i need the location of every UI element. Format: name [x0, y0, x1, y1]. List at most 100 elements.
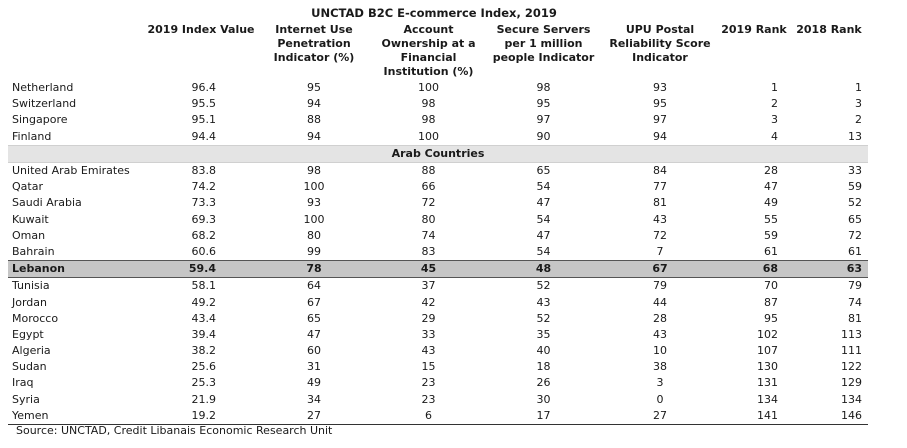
- cell-rank-2018: 74: [848, 295, 862, 309]
- header-account-ownership: Account Ownership at a Financial Institu…: [381, 23, 476, 78]
- cell-postal-reliability: 95: [653, 97, 667, 111]
- cell-index-value: 73.3: [191, 196, 217, 210]
- cell-rank-2019: 130: [757, 360, 778, 374]
- cell-index-value: 19.2: [146, 407, 256, 425]
- cell-index-value: 59.4: [146, 260, 256, 279]
- cell-country: Tunisia: [12, 279, 50, 293]
- cell-account-ownership: 42: [421, 295, 436, 309]
- cell-rank-2019: 28: [764, 164, 778, 178]
- cell-account-ownership: 83: [421, 244, 436, 258]
- cell-internet-use: 67: [307, 295, 321, 309]
- cell-country: Iraq: [12, 376, 34, 390]
- cell-account-ownership: 100: [418, 129, 439, 143]
- cell-secure-servers: 17: [485, 407, 602, 425]
- cell-internet-use: 88: [307, 113, 321, 127]
- cell-rank-2018: 122: [841, 360, 862, 374]
- cell-postal-reliability: 43: [653, 327, 667, 341]
- header-secure-servers: Secure Servers per 1 million people Indi…: [492, 23, 595, 64]
- cell-account-ownership: 33: [421, 327, 436, 341]
- cell-secure-servers: 54: [536, 180, 551, 194]
- cell-secure-servers: 26: [536, 376, 551, 390]
- cell-postal-reliability: 43: [653, 212, 667, 226]
- section-row: Arab Countries: [8, 144, 868, 163]
- cell-rank-2019: 95: [764, 311, 778, 325]
- table-row: Qatar 74.2 100 66 54 77 47 59: [8, 179, 868, 195]
- table-row: Switzerland 95.5 94 98 95 95 2 3: [8, 96, 868, 112]
- cell-postal-reliability: 97: [653, 113, 667, 127]
- cell-index-value: 43.4: [191, 311, 217, 325]
- cell-postal-reliability: 28: [653, 311, 667, 325]
- cell-rank-2018: 33: [848, 164, 862, 178]
- cell-country: Oman: [12, 228, 46, 242]
- cell-internet-use: 94: [307, 129, 321, 143]
- cell-country: Syria: [12, 392, 40, 406]
- section-label: Arab Countries: [8, 144, 868, 163]
- cell-secure-servers: 30: [536, 392, 551, 406]
- cell-rank-2019: 87: [764, 295, 778, 309]
- cell-index-value: 39.4: [191, 327, 217, 341]
- cell-index-value: 69.3: [191, 212, 217, 226]
- cell-rank-2018: 59: [848, 180, 862, 194]
- cell-index-value: 60.6: [191, 244, 217, 258]
- header-internet-use: Internet Use Penetration Indicator (%): [273, 23, 355, 64]
- cell-secure-servers: 54: [536, 212, 551, 226]
- cell-postal-reliability: 94: [653, 129, 667, 143]
- cell-rank-2019: 2: [771, 97, 778, 111]
- cell-index-value: 96.4: [191, 81, 217, 95]
- cell-account-ownership: 15: [421, 360, 436, 374]
- cell-rank-2018: 111: [841, 344, 862, 358]
- table-row: Egypt 39.4 47 33 35 43 102 113: [8, 327, 868, 343]
- cell-index-value: 95.5: [191, 97, 217, 111]
- cell-internet-use: 65: [307, 311, 321, 325]
- cell-index-value: 25.3: [191, 376, 217, 390]
- cell-rank-2018: 13: [848, 129, 862, 143]
- cell-account-ownership: 66: [421, 180, 436, 194]
- cell-rank-2018: 146: [790, 407, 868, 425]
- cell-internet-use: 60: [307, 344, 321, 358]
- cell-rank-2019: 49: [764, 196, 778, 210]
- cell-secure-servers: 47: [536, 228, 551, 242]
- table-row: Iraq 25.3 49 23 26 3 131 129: [8, 375, 868, 391]
- cell-index-value: 49.2: [191, 295, 217, 309]
- cell-secure-servers: 52: [536, 279, 551, 293]
- header-index-value: 2019 Index Value: [147, 23, 255, 36]
- cell-index-value: 25.6: [191, 360, 217, 374]
- cell-rank-2019: 107: [757, 344, 778, 358]
- cell-rank-2019: 102: [757, 327, 778, 341]
- cell-postal-reliability: 81: [653, 196, 667, 210]
- cell-rank-2018: 113: [841, 327, 862, 341]
- cell-account-ownership: 88: [421, 164, 436, 178]
- cell-rank-2019: 4: [771, 129, 778, 143]
- table-row: Sudan 25.6 31 15 18 38 130 122: [8, 359, 868, 375]
- table-row: Finland 94.4 94 100 90 94 4 13: [8, 129, 868, 146]
- cell-account-ownership: 23: [421, 392, 436, 406]
- cell-country: Kuwait: [12, 212, 49, 226]
- header-rank-2018: 2018 Rank: [796, 23, 862, 36]
- cell-internet-use: 47: [307, 327, 321, 341]
- cell-account-ownership: 43: [421, 344, 436, 358]
- cell-account-ownership: 98: [421, 97, 436, 111]
- cell-secure-servers: 90: [536, 129, 551, 143]
- cell-rank-2019: 3: [771, 113, 778, 127]
- cell-country: Jordan: [12, 295, 47, 309]
- cell-rank-2019: 141: [718, 407, 790, 425]
- cell-account-ownership: 45: [372, 260, 485, 279]
- cell-index-value: 68.2: [191, 228, 217, 242]
- cell-index-value: 83.8: [191, 164, 217, 178]
- header-postal-reliability: UPU Postal Reliability Score Indicator: [609, 23, 711, 64]
- cell-country: Yemen: [8, 407, 146, 425]
- cell-country: Lebanon: [8, 260, 146, 279]
- cell-postal-reliability: 44: [653, 295, 667, 309]
- cell-account-ownership: 6: [372, 407, 485, 425]
- cell-postal-reliability: 93: [653, 81, 667, 95]
- cell-index-value: 58.1: [191, 279, 217, 293]
- cell-rank-2018: 2: [855, 113, 862, 127]
- cell-rank-2018: 81: [848, 311, 862, 325]
- cell-rank-2019: 61: [764, 244, 778, 258]
- table-row: Kuwait 69.3 100 80 54 43 55 65: [8, 212, 868, 228]
- cell-rank-2018: 134: [841, 392, 862, 406]
- cell-country: Netherland: [12, 81, 74, 95]
- cell-postal-reliability: 7: [656, 244, 664, 258]
- cell-internet-use: 99: [307, 244, 321, 258]
- cell-rank-2018: 1: [855, 81, 862, 95]
